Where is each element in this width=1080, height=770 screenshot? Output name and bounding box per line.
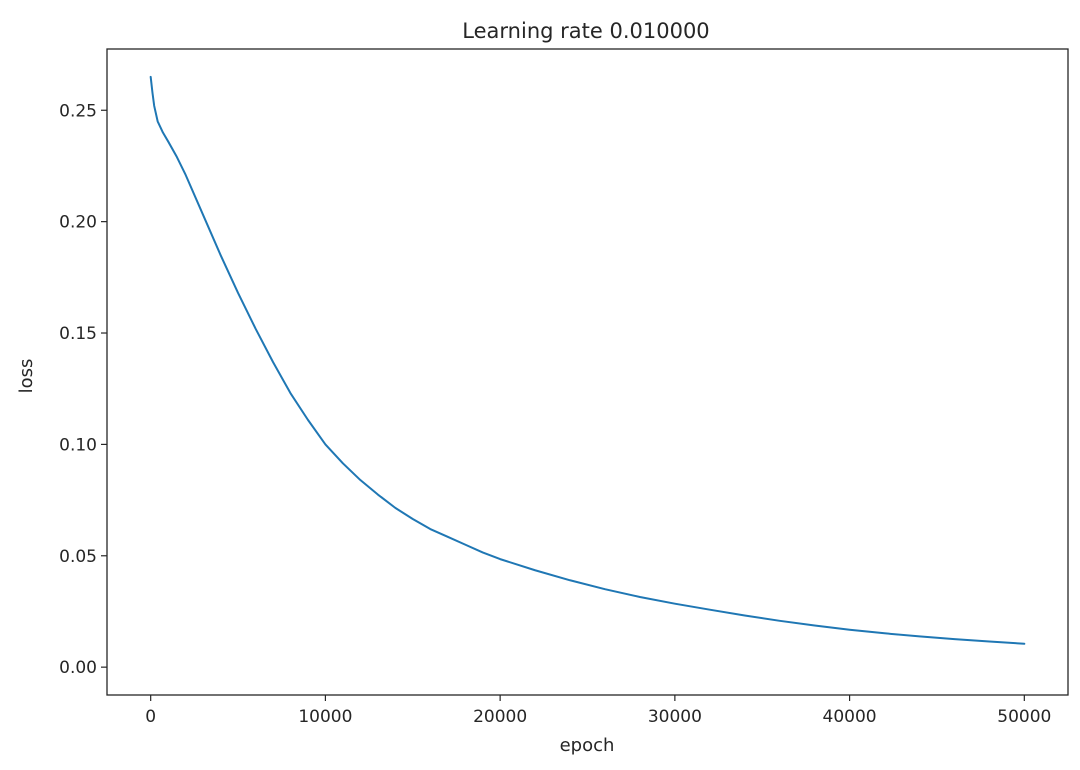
x-axis-ticks: 0 10000 20000 30000 40000 50000: [145, 695, 1051, 727]
y-tick-label: 0.25: [59, 101, 97, 121]
plot-area: [106, 48, 1069, 696]
y-tick-label: 0.10: [59, 435, 97, 455]
y-tick-label: 0.15: [59, 324, 97, 344]
x-tick-label: 30000: [648, 707, 702, 727]
y-tick-label: 0.05: [59, 547, 97, 567]
plot-frame: [106, 48, 1069, 696]
x-axis-label: epoch: [560, 735, 615, 756]
y-axis-ticks: 0.00 0.05 0.10 0.15 0.20 0.25: [59, 101, 107, 678]
x-tick-label: 20000: [473, 707, 527, 727]
y-axis-label: loss: [16, 359, 37, 394]
loss-series-line: [149, 75, 1026, 645]
x-tick-label: 0: [145, 707, 156, 727]
x-tick-label: 10000: [298, 707, 352, 727]
x-tick-label: 50000: [997, 707, 1051, 727]
y-tick-label: 0.00: [59, 658, 97, 678]
chart-title: Learning rate 0.010000: [462, 19, 709, 43]
x-tick-label: 40000: [823, 707, 877, 727]
y-tick-label: 0.20: [59, 213, 97, 233]
